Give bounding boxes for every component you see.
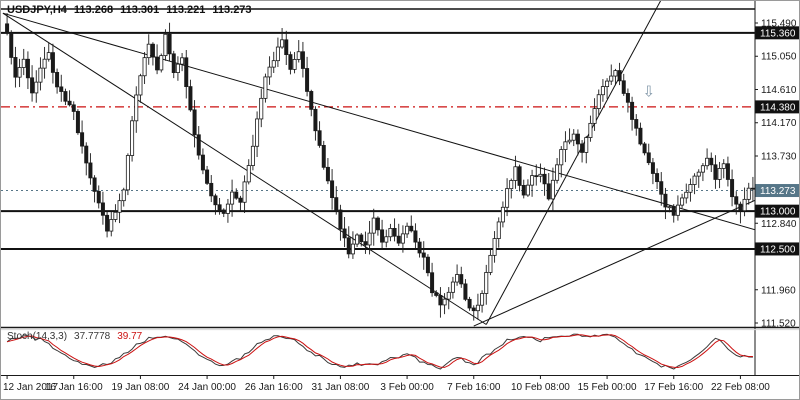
trendline[interactable] <box>2 12 761 231</box>
date-label: 22 Feb 08:00 <box>711 382 770 393</box>
stoch-d-line <box>6 334 753 369</box>
date-label: 10 Feb 08:00 <box>511 382 570 393</box>
price-badge <box>755 204 799 218</box>
arrow-down-annotation[interactable]: ⇩ <box>642 83 655 100</box>
date-label: 3 Feb 00:00 <box>380 382 434 393</box>
price-tick-label: 111.520 <box>761 319 796 330</box>
price-tick-label: 112.840 <box>761 219 797 230</box>
price-badge-label: 114.380 <box>760 102 796 113</box>
stoch-k-line <box>6 333 753 370</box>
date-label: 16 Jan 16:00 <box>45 382 103 393</box>
price-tick-label: 114.610 <box>761 85 797 96</box>
date-label: 15 Feb 00:00 <box>578 382 637 393</box>
price-tick-label: 114.170 <box>761 118 797 129</box>
price-badge <box>755 100 799 114</box>
candles <box>5 13 755 321</box>
price-tick-label: 115.490 <box>761 19 797 30</box>
price-badge <box>755 242 799 256</box>
date-label: 26 Jan 16:00 <box>245 382 303 393</box>
price-axis: 115.490 115.050 114.610 114.170 113.730 112.8… <box>754 1 799 375</box>
price-badge-label: 113.273 <box>760 186 796 197</box>
main-plot: ⇩ <box>1 1 762 327</box>
price-tick-label: 111.960 <box>761 285 796 296</box>
price-badge-label: 112.500 <box>760 244 796 255</box>
price-badge <box>755 26 799 40</box>
trendline[interactable] <box>2 12 487 325</box>
price-badge <box>755 184 799 198</box>
trendline[interactable] <box>473 198 762 327</box>
price-tick-label: 113.730 <box>761 151 797 162</box>
date-label: 19 Jan 08:00 <box>112 382 170 393</box>
price-badge-label: 115.360 <box>760 28 796 39</box>
price-tick-label: 115.050 <box>761 52 797 63</box>
price-badge-label: 113.000 <box>760 207 796 218</box>
trendline[interactable] <box>485 1 662 325</box>
date-label: 31 Jan 08:00 <box>312 382 370 393</box>
date-label: 7 Feb 16:00 <box>447 382 501 393</box>
date-label: 12 Jan 2017 <box>3 382 58 393</box>
date-label: 17 Feb 16:00 <box>644 382 703 393</box>
stochastic-panel <box>6 333 753 370</box>
date-label: 24 Jan 00:00 <box>178 382 236 393</box>
